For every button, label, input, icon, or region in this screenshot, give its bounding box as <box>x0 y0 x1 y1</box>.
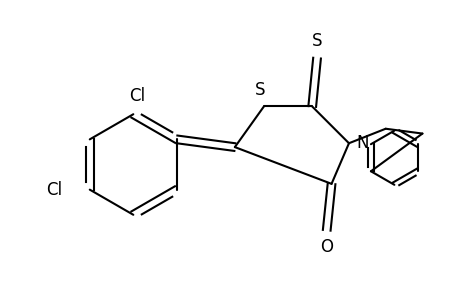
Text: O: O <box>319 238 332 256</box>
Text: S: S <box>254 81 265 99</box>
Text: Cl: Cl <box>46 181 62 199</box>
Text: N: N <box>356 134 369 152</box>
Text: Cl: Cl <box>129 87 145 105</box>
Text: S: S <box>311 32 322 50</box>
